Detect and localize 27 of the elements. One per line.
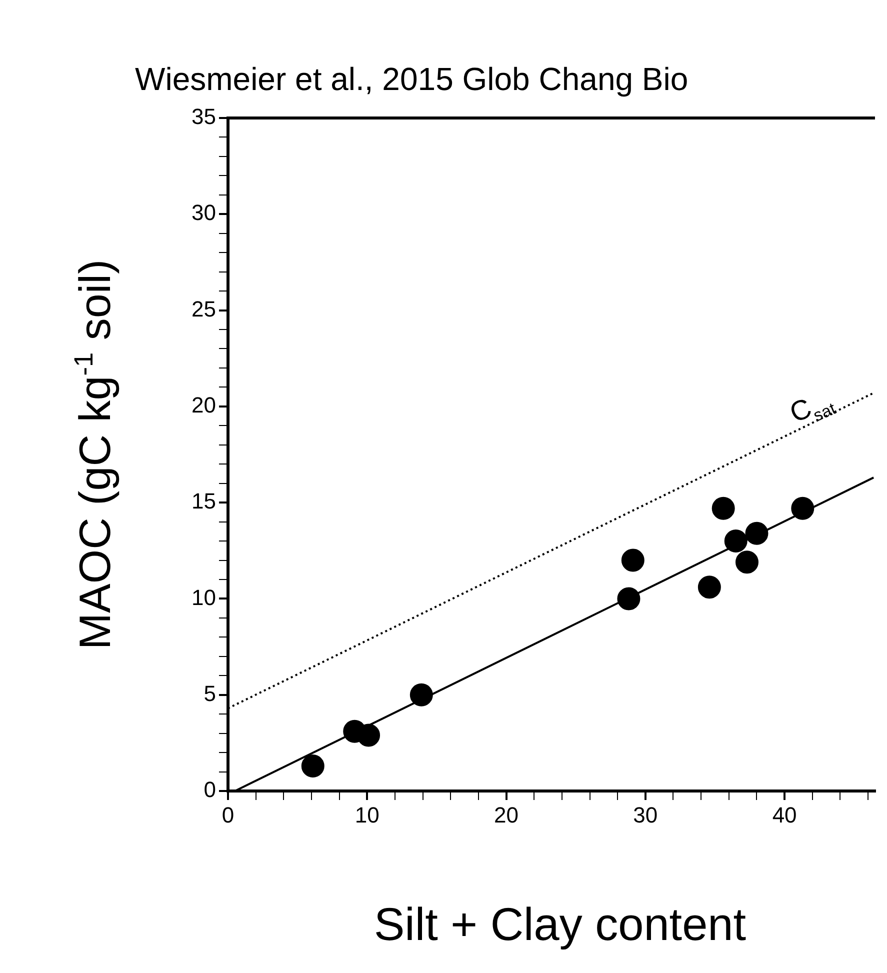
y-axis-title: MAOC (gC kg-1 soil) <box>68 259 120 650</box>
y-tick-label: 0 <box>204 777 216 802</box>
point <box>621 548 644 572</box>
chart-title: Wiesmeier et al., 2015 Glob Chang Bio <box>135 61 688 97</box>
point <box>617 587 640 610</box>
point <box>735 550 758 574</box>
x-tick-label: 40 <box>772 802 797 828</box>
point <box>410 683 433 706</box>
x-tick-label: 10 <box>354 802 380 828</box>
point <box>712 496 735 520</box>
x-tick-label: 20 <box>494 802 519 828</box>
x-tick-label: 0 <box>222 802 234 828</box>
y-tick-label: 35 <box>192 104 216 130</box>
point <box>698 576 721 599</box>
y-tick-label: 20 <box>192 392 216 418</box>
y-tick-label: 10 <box>192 584 216 610</box>
point <box>301 754 324 778</box>
y-tick-label: 25 <box>192 296 216 322</box>
y-tick-label: 15 <box>192 488 216 514</box>
point <box>791 496 814 520</box>
x-axis-title: Silt + Clay content <box>374 898 746 950</box>
point <box>745 522 768 545</box>
point <box>724 530 748 553</box>
y-tick-label: 5 <box>204 680 216 706</box>
y-tick-label: 30 <box>192 200 216 226</box>
x-tick-label: 30 <box>633 802 658 828</box>
point <box>357 724 380 747</box>
